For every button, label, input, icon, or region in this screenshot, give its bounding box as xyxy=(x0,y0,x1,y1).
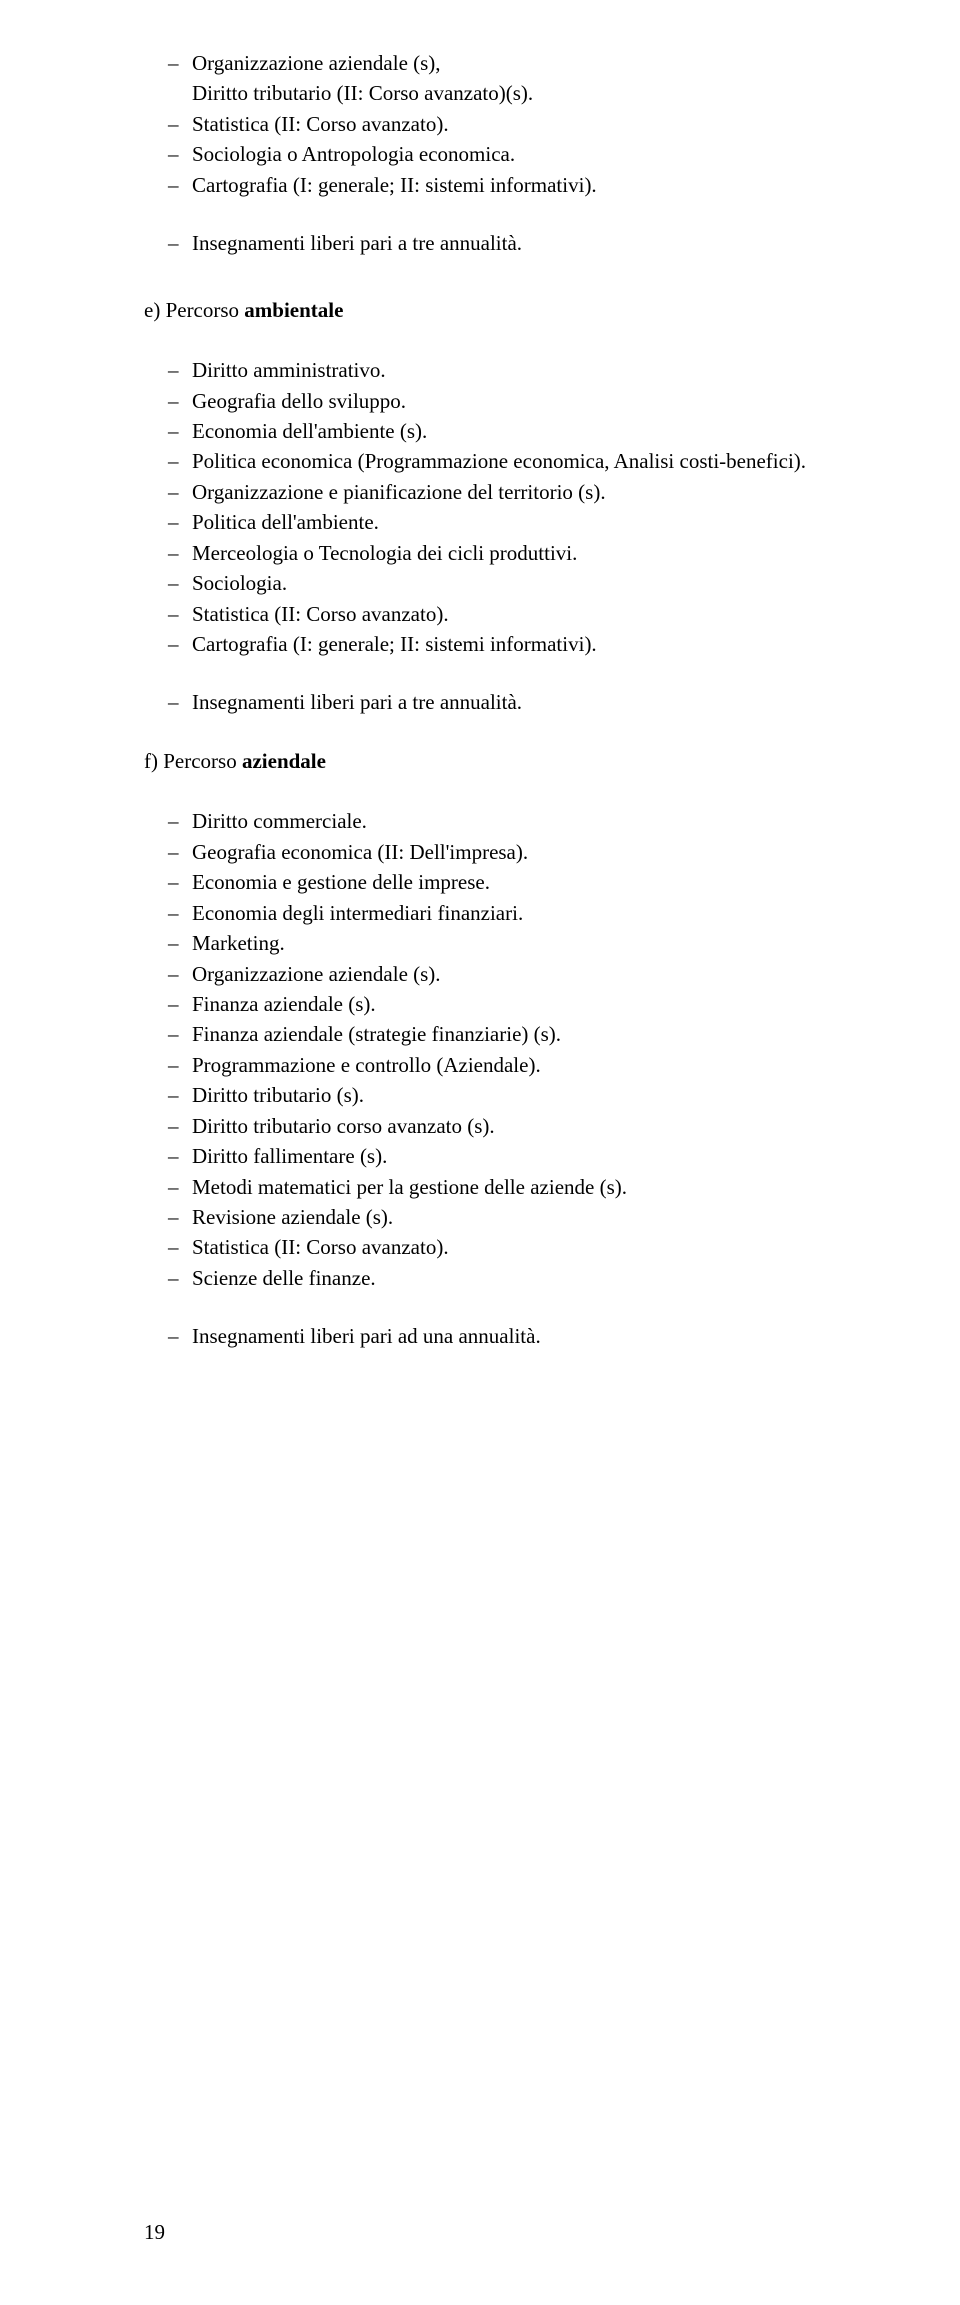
list-item-text: Metodi matematici per la gestione delle … xyxy=(192,1175,627,1199)
list-item: Diritto fallimentare (s). xyxy=(168,1141,848,1171)
list-item-text: Geografia dello sviluppo. xyxy=(192,389,406,413)
list-item: Metodi matematici per la gestione delle … xyxy=(168,1172,848,1202)
list-item-text: Programmazione e controllo (Aziendale). xyxy=(192,1053,541,1077)
list-item-text: Statistica (II: Corso avanzato). xyxy=(192,1235,449,1259)
list-item-text: Statistica (II: Corso avanzato). xyxy=(192,602,449,626)
list-item: Statistica (II: Corso avanzato). xyxy=(168,599,848,629)
list-item: Diritto tributario corso avanzato (s). xyxy=(168,1111,848,1141)
list-item-text: Finanza aziendale (s). xyxy=(192,992,376,1016)
heading-prefix: f) Percorso xyxy=(144,749,242,773)
list-item-text: Revisione aziendale (s). xyxy=(192,1205,393,1229)
list-item: Diritto commerciale. xyxy=(168,806,848,836)
list-item-text: Sociologia. xyxy=(192,571,287,595)
heading-bold-word: aziendale xyxy=(242,749,326,773)
list-item-text: Cartografia (I: generale; II: sistemi in… xyxy=(192,173,597,197)
list-item-text: Organizzazione aziendale (s). xyxy=(192,962,441,986)
section-e-list: Diritto amministrativo. Geografia dello … xyxy=(144,355,848,718)
list-item: Sociologia o Antropologia economica. xyxy=(168,139,848,169)
list-item-text: Diritto fallimentare (s). xyxy=(192,1144,387,1168)
list-item-text: Diritto tributario (II: Corso avanzato)(… xyxy=(192,81,533,105)
list-item: Economia dell'ambiente (s). xyxy=(168,416,848,446)
list-item-text: Marketing. xyxy=(192,931,285,955)
list-item-text: Diritto tributario (s). xyxy=(192,1083,364,1107)
list-item: Economia degli intermediari finanziari. xyxy=(168,898,848,928)
list-item: Scienze delle finanze. xyxy=(168,1263,848,1293)
list-item: Politica economica (Programmazione econo… xyxy=(168,446,848,476)
list-item: Organizzazione aziendale (s), Diritto tr… xyxy=(168,48,848,109)
list-item: Statistica (II: Corso avanzato). xyxy=(168,1232,848,1262)
list-item: Cartografia (I: generale; II: sistemi in… xyxy=(168,170,848,200)
list-item-text: Politica economica (Programmazione econo… xyxy=(192,449,806,473)
list-item-text: Cartografia (I: generale; II: sistemi in… xyxy=(192,632,597,656)
list-item: Geografia dello sviluppo. xyxy=(168,386,848,416)
list-item: Finanza aziendale (strategie finanziarie… xyxy=(168,1019,848,1049)
list-item-text: Merceologia o Tecnologia dei cicli produ… xyxy=(192,541,577,565)
list-item: Marketing. xyxy=(168,928,848,958)
list-item-text: Sociologia o Antropologia economica. xyxy=(192,142,515,166)
list-item: Economia e gestione delle imprese. xyxy=(168,867,848,897)
list-item: Cartografia (I: generale; II: sistemi in… xyxy=(168,629,848,659)
list-item-text: Organizzazione aziendale (s), xyxy=(192,51,441,75)
list-item-text: Economia e gestione delle imprese. xyxy=(192,870,490,894)
list-item: Insegnamenti liberi pari a tre annualità… xyxy=(168,228,848,258)
list-item-text: Insegnamenti liberi pari a tre annualità… xyxy=(192,231,522,255)
list-item-text: Diritto tributario corso avanzato (s). xyxy=(192,1114,495,1138)
list-item-text: Scienze delle finanze. xyxy=(192,1266,376,1290)
heading-prefix: e) Percorso xyxy=(144,298,244,322)
list-item-text: Geografia economica (II: Dell'impresa). xyxy=(192,840,528,864)
list-item: Sociologia. xyxy=(168,568,848,598)
list-item: Organizzazione aziendale (s). xyxy=(168,959,848,989)
list-item: Diritto amministrativo. xyxy=(168,355,848,385)
list-item: Merceologia o Tecnologia dei cicli produ… xyxy=(168,538,848,568)
list-item-text: Organizzazione e pianificazione del terr… xyxy=(192,480,606,504)
list-item-text: Economia degli intermediari finanziari. xyxy=(192,901,523,925)
list-item: Programmazione e controllo (Aziendale). xyxy=(168,1050,848,1080)
section-f-heading: f) Percorso aziendale xyxy=(144,746,848,776)
list-item: Organizzazione e pianificazione del terr… xyxy=(168,477,848,507)
top-list: Organizzazione aziendale (s), Diritto tr… xyxy=(144,48,848,259)
section-e-heading: e) Percorso ambientale xyxy=(144,295,848,325)
list-item: Politica dell'ambiente. xyxy=(168,507,848,537)
list-item-text: Finanza aziendale (strategie finanziarie… xyxy=(192,1022,561,1046)
list-item-text: Diritto amministrativo. xyxy=(192,358,386,382)
list-item: Statistica (II: Corso avanzato). xyxy=(168,109,848,139)
list-item: Geografia economica (II: Dell'impresa). xyxy=(168,837,848,867)
section-f-list: Diritto commerciale. Geografia economica… xyxy=(144,806,848,1351)
list-item-text: Statistica (II: Corso avanzato). xyxy=(192,112,449,136)
list-item: Diritto tributario (s). xyxy=(168,1080,848,1110)
page-number: 19 xyxy=(144,2220,165,2245)
list-item-text: Politica dell'ambiente. xyxy=(192,510,379,534)
list-item: Revisione aziendale (s). xyxy=(168,1202,848,1232)
list-item-text: Diritto commerciale. xyxy=(192,809,367,833)
list-item: Finanza aziendale (s). xyxy=(168,989,848,1019)
list-item-text: Economia dell'ambiente (s). xyxy=(192,419,427,443)
heading-bold-word: ambientale xyxy=(244,298,343,322)
list-item-text: Insegnamenti liberi pari a tre annualità… xyxy=(192,690,522,714)
list-item: Insegnamenti liberi pari a tre annualità… xyxy=(168,687,848,717)
list-item-text: Insegnamenti liberi pari ad una annualit… xyxy=(192,1324,541,1348)
list-item: Insegnamenti liberi pari ad una annualit… xyxy=(168,1321,848,1351)
